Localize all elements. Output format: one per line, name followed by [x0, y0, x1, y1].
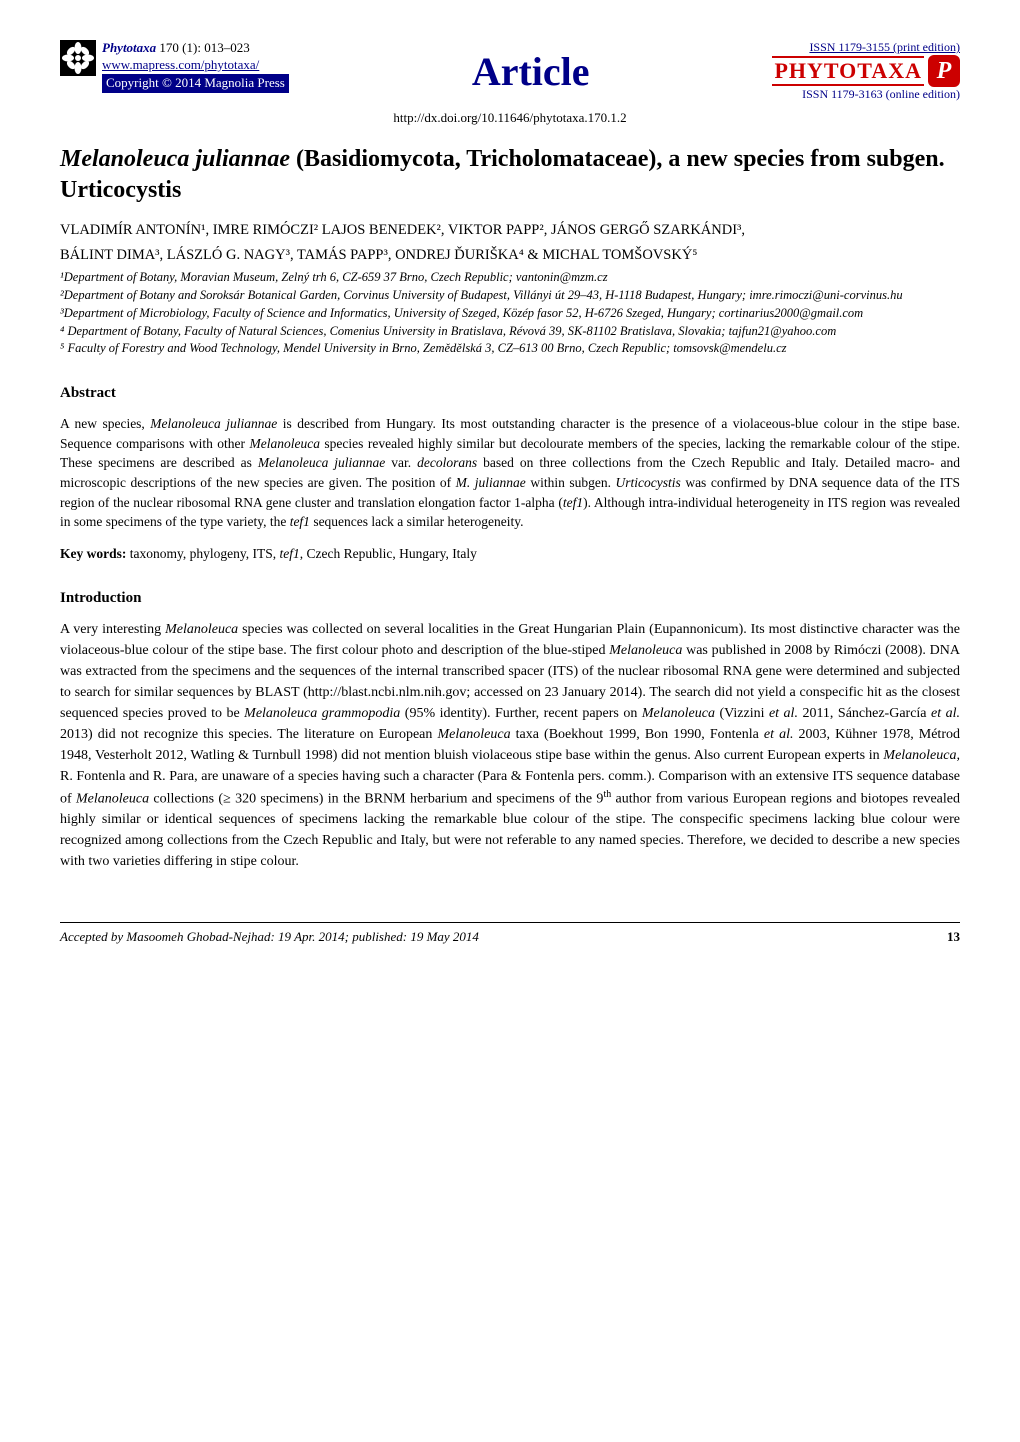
article-title: Melanoleuca juliannae (Basidiomycota, Tr… [60, 144, 960, 206]
abstract-text-g: var. [385, 455, 417, 470]
keywords-label: Key words: [60, 546, 130, 561]
abstract-paragraph: A new species, Melanoleuca juliannae is … [60, 414, 960, 531]
phytotaxa-brand-box: PHYTOTAXA P [772, 55, 960, 87]
article-label: Article [472, 48, 590, 95]
journal-right-block: ISSN 1179-3155 (print edition) PHYTOTAXA… [772, 40, 960, 102]
intro-o: taxa (Boekhout 1999, Bon 1990, Fontenla [511, 727, 764, 742]
intro-d: Melanoleuca [609, 643, 682, 658]
abstract-text-k: within subgen. [526, 475, 616, 490]
keywords-post: , Czech Republic, Hungary, Italy [300, 546, 477, 561]
introduction-paragraph: A very interesting Melanoleuca species w… [60, 619, 960, 873]
journal-url[interactable]: www.mapress.com/phytotaxa/ [102, 57, 289, 74]
page-footer: Accepted by Masoomeh Ghobad-Nejhad: 19 A… [60, 929, 960, 945]
intro-f: Melanoleuca grammopodia [244, 706, 400, 721]
affiliation-3: ³Department of Microbiology, Faculty of … [60, 305, 960, 322]
phytotaxa-brand-text: PHYTOTAXA [772, 56, 924, 86]
journal-title-line: Phytotaxa 170 (1): 013–023 [102, 40, 289, 57]
intro-a: A very interesting [60, 622, 165, 637]
intro-m: 2013) did not recognize this species. Th… [60, 727, 437, 742]
abstract-text-h: decolorans [417, 455, 477, 470]
doi-link[interactable]: http://dx.doi.org/10.11646/phytotaxa.170… [60, 110, 960, 126]
intro-g: (95% identity). Further, recent papers o… [400, 706, 642, 721]
abstract-text-p: tef1 [290, 514, 310, 529]
keywords-line: Key words: taxonomy, phylogeny, ITS, tef… [60, 546, 960, 562]
p-badge-icon: P [928, 55, 960, 87]
abstract-text-j: M. juliannae [456, 475, 526, 490]
issn-print: ISSN 1179-3155 (print edition) [772, 40, 960, 55]
accepted-line: Accepted by Masoomeh Ghobad-Nejhad: 19 A… [60, 929, 479, 945]
intro-k: 2011, Sánchez-García [798, 706, 931, 721]
volume-issue-pages: 170 (1): 013–023 [159, 40, 249, 55]
intro-r: Melanoleuca, [883, 748, 960, 763]
keywords-pre: taxonomy, phylogeny, ITS, [130, 546, 280, 561]
flower-icon [60, 40, 96, 76]
intro-i: (Vizzini [715, 706, 769, 721]
abstract-text-l: Urticocystis [616, 475, 681, 490]
issn-online: ISSN 1179-3163 (online edition) [772, 87, 960, 102]
intro-b: Melanoleuca [165, 622, 238, 637]
intro-t: Melanoleuca [76, 791, 149, 806]
intro-h: Melanoleuca [642, 706, 715, 721]
abstract-text-f: Melanoleuca juliannae [258, 455, 385, 470]
abstract-text-d: Melanoleuca [249, 436, 319, 451]
abstract-heading: Abstract [60, 385, 960, 402]
title-species: Melanoleuca juliannae [60, 146, 290, 172]
abstract-text-a: A new species, [60, 416, 150, 431]
abstract-text-b: Melanoleuca juliannae [150, 416, 277, 431]
authors-line-2: BÁLINT DIMA³, LÁSZLÓ G. NAGY³, TAMÁS PAP… [60, 245, 960, 265]
affiliation-5: ⁵ Faculty of Forestry and Wood Technolog… [60, 340, 960, 357]
intro-p: et al. [764, 727, 794, 742]
copyright-line: Copyright © 2014 Magnolia Press [102, 74, 289, 93]
abstract-text-n: tef1 [563, 495, 583, 510]
keywords-italic: tef1 [279, 546, 299, 561]
affiliation-4: ⁴ Department of Botany, Faculty of Natur… [60, 323, 960, 340]
page-number: 13 [947, 929, 960, 945]
journal-header: Phytotaxa 170 (1): 013–023 www.mapress.c… [60, 40, 960, 102]
intro-l: et al. [931, 706, 960, 721]
intro-n: Melanoleuca [437, 727, 510, 742]
journal-info: Phytotaxa 170 (1): 013–023 www.mapress.c… [102, 40, 289, 93]
intro-j: et al. [769, 706, 798, 721]
authors-line-1: VLADIMÍR ANTONÍN¹, IMRE RIMÓCZI² LAJOS B… [60, 220, 960, 240]
intro-u: collections (≥ 320 specimens) in the BRN… [149, 791, 603, 806]
journal-name: Phytotaxa [102, 40, 156, 55]
affiliation-1: ¹Department of Botany, Moravian Museum, … [60, 269, 960, 286]
introduction-heading: Introduction [60, 590, 960, 607]
journal-left-block: Phytotaxa 170 (1): 013–023 www.mapress.c… [60, 40, 289, 93]
abstract-text-q: sequences lack a similar heterogeneity. [310, 514, 524, 529]
footer-divider [60, 922, 960, 923]
affiliation-2: ²Department of Botany and Soroksár Botan… [60, 287, 960, 304]
